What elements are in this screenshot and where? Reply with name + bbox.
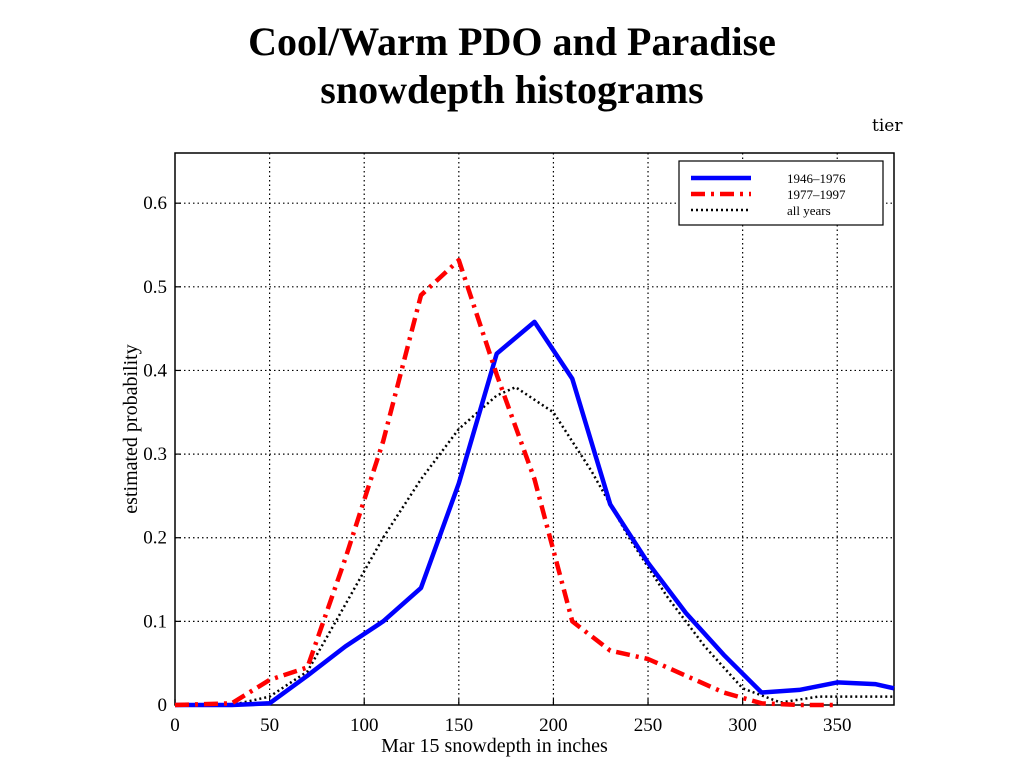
x-axis-label: Mar 15 snowdepth in inches [381, 735, 608, 757]
x-tick-label: 250 [634, 715, 663, 736]
series-line-1 [175, 319, 895, 708]
y-axis-label: estimated probability [120, 344, 142, 513]
x-tick-label: 150 [445, 715, 474, 736]
x-tick-label: 0 [170, 715, 180, 736]
series-line-3 [175, 385, 894, 707]
series-line-2 [174, 257, 838, 708]
x-tick-label: 300 [728, 715, 757, 736]
y-tick-label: 0.6 [143, 193, 167, 214]
y-tick-label: 0.1 [143, 611, 167, 632]
corner-text-fragment: tier [872, 116, 903, 136]
plot-frame [174, 152, 895, 706]
legend-label-1: 1946–1976 [787, 171, 846, 186]
slide-title: Cool/Warm PDO and Paradise snowdepth his… [0, 18, 1024, 114]
x-tick-label: 350 [823, 715, 852, 736]
y-tick-label: 0 [158, 695, 168, 716]
x-tick-label: 100 [350, 715, 379, 736]
y-tick-label: 0.3 [143, 444, 167, 465]
legend-label-3: all years [787, 203, 831, 218]
x-tick-label: 50 [260, 715, 279, 736]
y-tick-label: 0.5 [143, 277, 167, 298]
slide-title-line-1: Cool/Warm PDO and Paradise [248, 19, 776, 64]
legend-box [678, 160, 884, 226]
y-tick-label: 0.2 [143, 528, 167, 549]
x-tick-label: 200 [539, 715, 568, 736]
legend-label-2: 1977–1997 [787, 187, 846, 202]
slide-title-line-2: snowdepth histograms [320, 67, 704, 112]
y-tick-label: 0.4 [143, 360, 167, 381]
